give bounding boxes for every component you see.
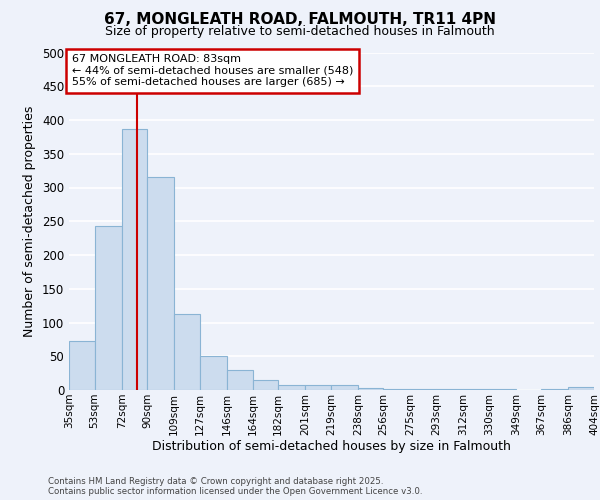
Text: Size of property relative to semi-detached houses in Falmouth: Size of property relative to semi-detach…: [105, 25, 495, 38]
Bar: [305, 384, 331, 390]
Bar: [383, 388, 410, 390]
Bar: [227, 370, 253, 390]
Bar: [122, 129, 147, 390]
Bar: [200, 356, 227, 390]
Bar: [69, 342, 95, 390]
Bar: [358, 388, 383, 390]
Bar: [436, 388, 463, 390]
Bar: [568, 388, 594, 390]
Text: Contains HM Land Registry data © Crown copyright and database right 2025.
Contai: Contains HM Land Registry data © Crown c…: [48, 476, 422, 496]
Bar: [95, 226, 122, 390]
Y-axis label: Number of semi-detached properties: Number of semi-detached properties: [23, 106, 37, 337]
Bar: [278, 386, 305, 390]
Text: 67, MONGLEATH ROAD, FALMOUTH, TR11 4PN: 67, MONGLEATH ROAD, FALMOUTH, TR11 4PN: [104, 12, 496, 28]
Bar: [174, 314, 200, 390]
X-axis label: Distribution of semi-detached houses by size in Falmouth: Distribution of semi-detached houses by …: [152, 440, 511, 454]
Bar: [331, 384, 358, 390]
Bar: [147, 178, 174, 390]
Text: 67 MONGLEATH ROAD: 83sqm
← 44% of semi-detached houses are smaller (548)
55% of : 67 MONGLEATH ROAD: 83sqm ← 44% of semi-d…: [71, 54, 353, 88]
Bar: [253, 380, 278, 390]
